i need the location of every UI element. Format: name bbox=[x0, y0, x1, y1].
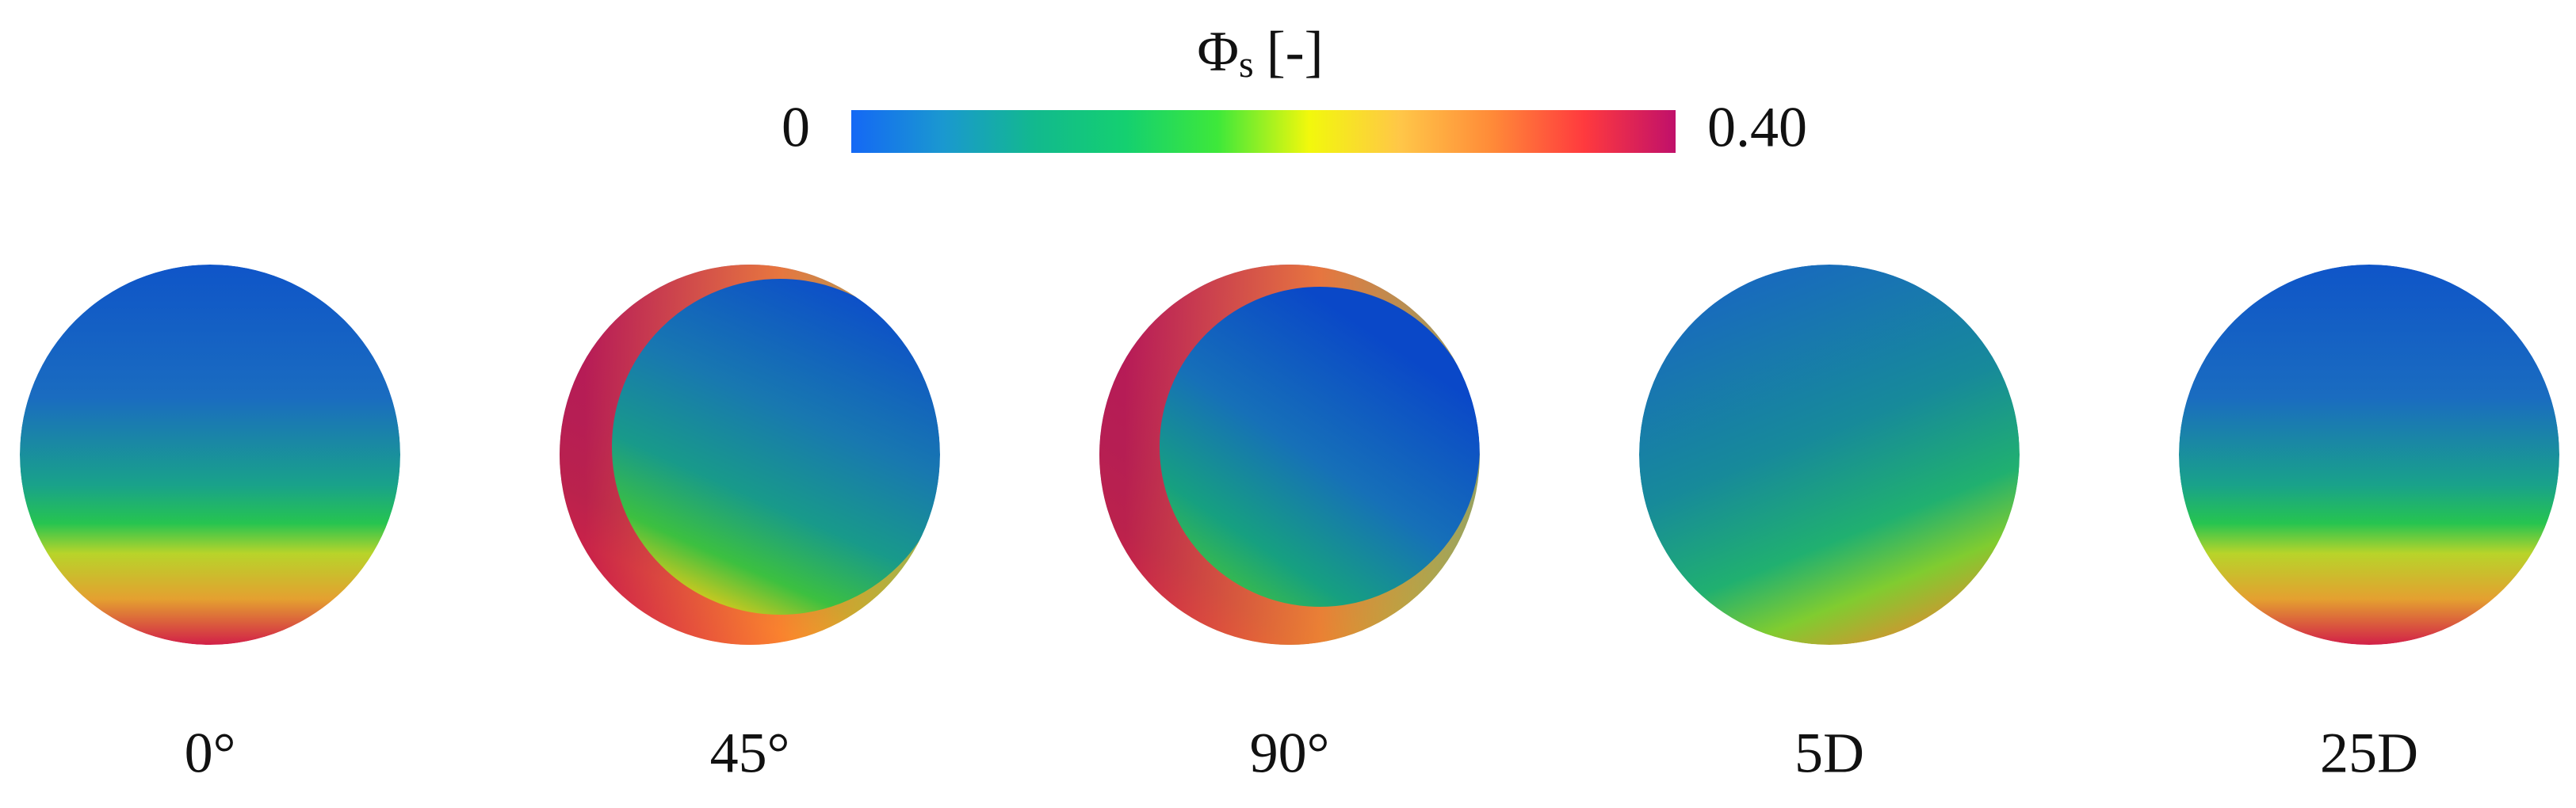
panel-label: 5D bbox=[1794, 722, 1864, 785]
panel bbox=[2179, 265, 2559, 645]
colorbar-tick-label: 0 bbox=[782, 96, 810, 159]
panel bbox=[1639, 265, 2020, 645]
panel-label: 90° bbox=[1250, 722, 1330, 785]
colorbar-title: Φs [-] bbox=[1197, 20, 1323, 86]
high-concentration-rim bbox=[1099, 265, 1480, 645]
title-subscript: s bbox=[1239, 44, 1254, 86]
panel-label: 0° bbox=[185, 722, 236, 785]
panels: 0° 45° 90° 5D 25D bbox=[20, 265, 2559, 785]
title-unit: [-] bbox=[1267, 20, 1324, 83]
title-symbol: Φ bbox=[1197, 20, 1239, 83]
panel-label: 25D bbox=[2320, 722, 2418, 785]
panel-label: 45° bbox=[710, 722, 790, 785]
panel bbox=[20, 265, 400, 645]
contour-disc bbox=[20, 265, 400, 645]
panel bbox=[1099, 265, 1480, 645]
contour-disc bbox=[560, 265, 940, 645]
high-concentration-rim bbox=[560, 265, 940, 645]
colorbar bbox=[851, 110, 1676, 153]
contour-disc bbox=[1639, 265, 2020, 645]
colorbar-tick-label: 0.40 bbox=[1707, 96, 1807, 159]
panel bbox=[560, 265, 940, 645]
contour-disc bbox=[2179, 265, 2559, 645]
